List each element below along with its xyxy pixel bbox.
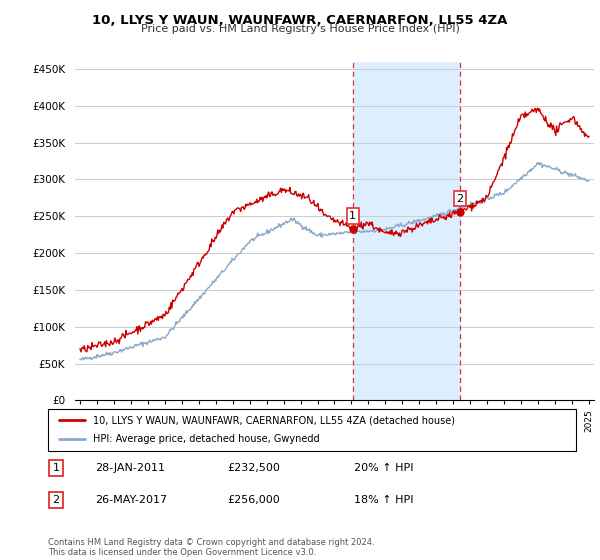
Text: 1: 1 [52,463,59,473]
Text: Price paid vs. HM Land Registry's House Price Index (HPI): Price paid vs. HM Land Registry's House … [140,24,460,34]
Text: Contains HM Land Registry data © Crown copyright and database right 2024.
This d: Contains HM Land Registry data © Crown c… [48,538,374,557]
Text: HPI: Average price, detached house, Gwynedd: HPI: Average price, detached house, Gwyn… [93,435,320,445]
Text: 20% ↑ HPI: 20% ↑ HPI [354,463,414,473]
Text: 2: 2 [457,194,464,204]
Text: 26-MAY-2017: 26-MAY-2017 [95,495,167,505]
Text: 28-JAN-2011: 28-JAN-2011 [95,463,166,473]
Text: 1: 1 [349,211,356,221]
Text: £232,500: £232,500 [227,463,280,473]
Text: 18% ↑ HPI: 18% ↑ HPI [354,495,414,505]
Text: 10, LLYS Y WAUN, WAUNFAWR, CAERNARFON, LL55 4ZA (detached house): 10, LLYS Y WAUN, WAUNFAWR, CAERNARFON, L… [93,415,455,425]
Text: 10, LLYS Y WAUN, WAUNFAWR, CAERNARFON, LL55 4ZA: 10, LLYS Y WAUN, WAUNFAWR, CAERNARFON, L… [92,14,508,27]
Text: £256,000: £256,000 [227,495,280,505]
Bar [353,62,460,400]
Text: 2: 2 [52,495,59,505]
